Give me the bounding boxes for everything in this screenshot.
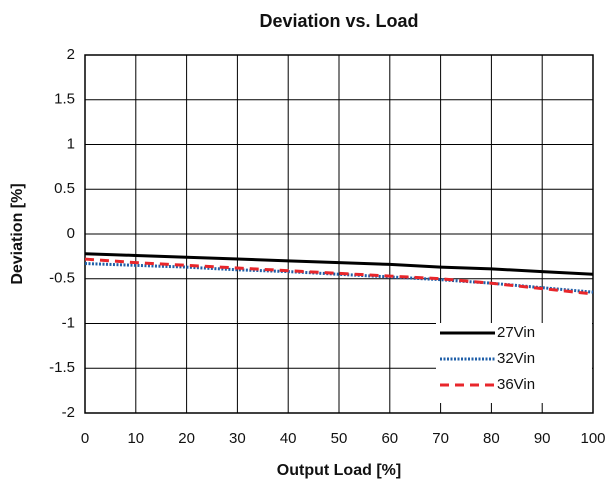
y-axis-label: Deviation [%] (9, 183, 26, 284)
y-tick-label: 1 (67, 135, 75, 152)
y-tick-label: 0.5 (54, 180, 75, 197)
x-tick-label: 70 (432, 430, 449, 447)
x-tick-label: 60 (381, 430, 398, 447)
y-tick-label: -2 (62, 404, 75, 421)
x-tick-label: 20 (178, 430, 195, 447)
x-tick-label: 10 (127, 430, 144, 447)
legend-label: 36Vin (497, 376, 535, 393)
x-tick-label: 0 (81, 430, 89, 447)
legend-label: 32Vin (497, 350, 535, 367)
series-line (84, 252, 594, 276)
x-tick-label: 100 (580, 430, 605, 447)
chart-title: Deviation vs. Load (259, 11, 418, 31)
x-tick-label: 40 (280, 430, 297, 447)
legend-box (436, 323, 592, 403)
series-line (84, 257, 594, 296)
x-tick-label: 90 (534, 430, 551, 447)
y-tick-label: -0.5 (49, 270, 75, 287)
plot-frame (84, 54, 594, 414)
x-axis-label: Output Load [%] (277, 462, 401, 479)
legend-label: 27Vin (497, 324, 535, 341)
x-tick-label: 80 (483, 430, 500, 447)
y-tick-label: 2 (67, 46, 75, 63)
y-tick-label: -1.5 (49, 359, 75, 376)
y-tick-label: 0 (67, 225, 75, 242)
x-tick-label: 30 (229, 430, 246, 447)
y-tick-label: -1 (62, 314, 75, 331)
x-tick-label: 50 (331, 430, 348, 447)
y-tick-label: 1.5 (54, 91, 75, 108)
